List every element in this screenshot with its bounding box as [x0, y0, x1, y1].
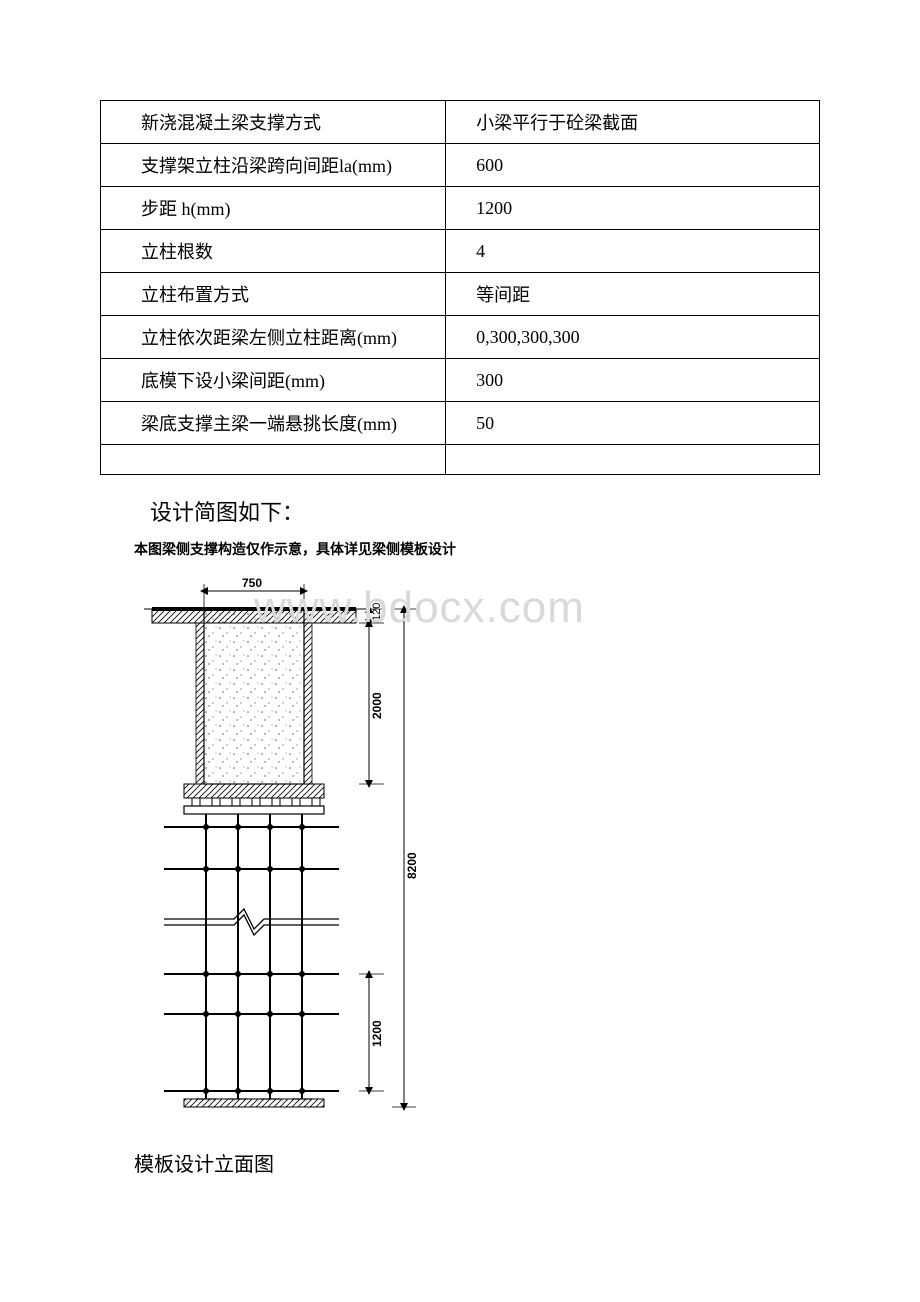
value-cell: 300	[446, 359, 820, 402]
value-cell: 小梁平行于砼梁截面	[446, 101, 820, 144]
diagram-note: 本图梁侧支撑构造仅作示意，具体详见梁侧模板设计	[134, 539, 820, 559]
table-row: 梁底支撑主梁一端悬挑长度(mm) 50	[101, 402, 820, 445]
param-cell: 底模下设小梁间距(mm)	[101, 359, 446, 402]
value-cell: 600	[446, 144, 820, 187]
empty-cell	[446, 445, 820, 475]
table-row: 立柱根数 4	[101, 230, 820, 273]
value-cell: 4	[446, 230, 820, 273]
table-row: 步距 h(mm) 1200	[101, 187, 820, 230]
table-row: 立柱依次距梁左侧立柱距离(mm) 0,300,300,300	[101, 316, 820, 359]
param-cell: 新浇混凝土梁支撑方式	[101, 101, 446, 144]
param-cell: 立柱布置方式	[101, 273, 446, 316]
value-cell: 0,300,300,300	[446, 316, 820, 359]
dim-beam-h: 2000	[370, 692, 384, 719]
table-row: 新浇混凝土梁支撑方式 小梁平行于砼梁截面	[101, 101, 820, 144]
table-row: 支撑架立柱沿梁跨向间距la(mm) 600	[101, 144, 820, 187]
table-row: 底模下设小梁间距(mm) 300	[101, 359, 820, 402]
diagram-caption: 模板设计立面图	[134, 1148, 820, 1177]
table-body: 新浇混凝土梁支撑方式 小梁平行于砼梁截面 支撑架立柱沿梁跨向间距la(mm) 6…	[101, 101, 820, 475]
diagram-container: www.bdocx.com 750	[134, 569, 494, 1134]
table-row: 立柱布置方式 等间距	[101, 273, 820, 316]
watermark-text: www.bdocx.com	[254, 583, 585, 633]
dim-total-h: 8200	[405, 852, 419, 879]
elevation-diagram: 750	[134, 569, 494, 1129]
param-cell: 立柱依次距梁左侧立柱距离(mm)	[101, 316, 446, 359]
param-cell: 梁底支撑主梁一端悬挑长度(mm)	[101, 402, 446, 445]
section-heading: 设计简图如下：	[150, 495, 820, 527]
value-cell: 等间距	[446, 273, 820, 316]
empty-cell	[101, 445, 446, 475]
param-cell: 支撑架立柱沿梁跨向间距la(mm)	[101, 144, 446, 187]
value-cell: 1200	[446, 187, 820, 230]
value-cell: 50	[446, 402, 820, 445]
parameters-table: 新浇混凝土梁支撑方式 小梁平行于砼梁截面 支撑架立柱沿梁跨向间距la(mm) 6…	[100, 100, 820, 475]
table-empty-row	[101, 445, 820, 475]
param-cell: 步距 h(mm)	[101, 187, 446, 230]
dim-step: 1200	[370, 1020, 384, 1047]
param-cell: 立柱根数	[101, 230, 446, 273]
